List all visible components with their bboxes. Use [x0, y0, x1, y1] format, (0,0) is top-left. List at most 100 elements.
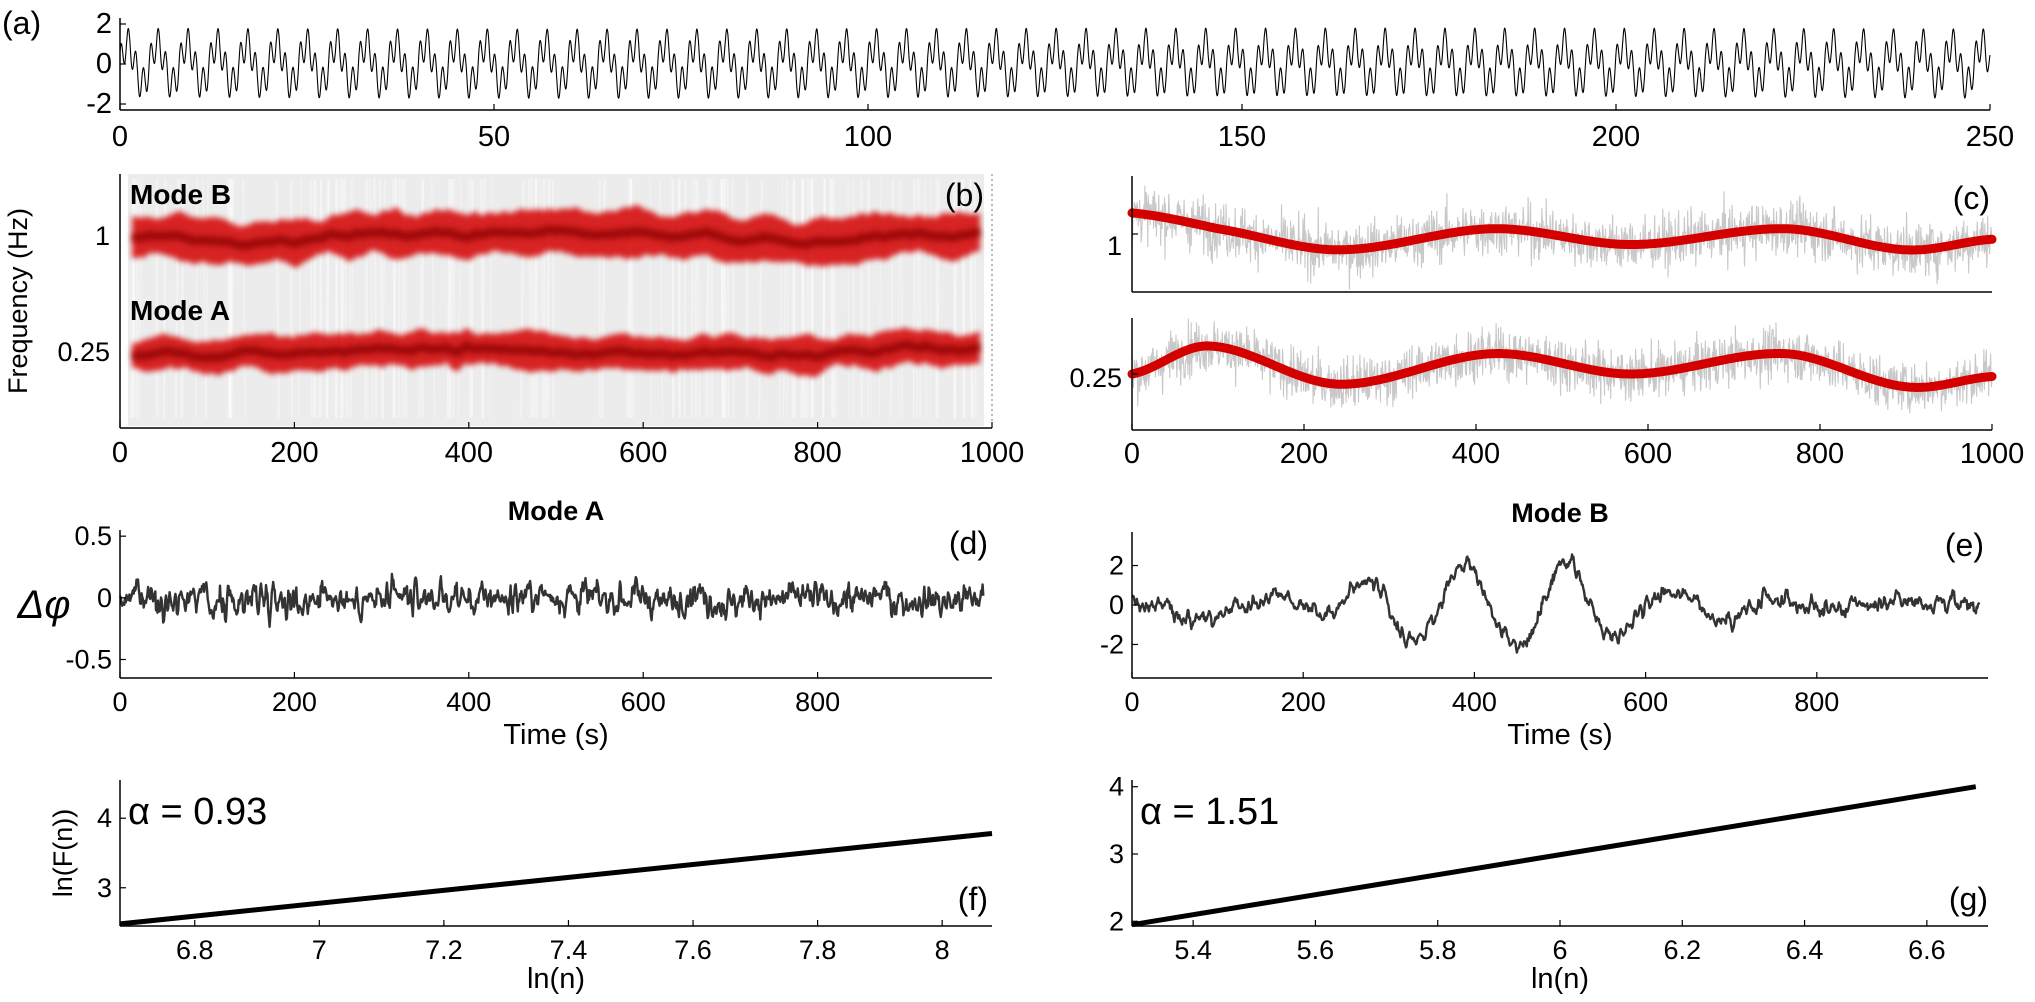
- y-axis-label: Δφ: [17, 583, 71, 627]
- spectrogram-streak: [726, 178, 730, 419]
- spectrogram-streak: [829, 178, 834, 419]
- x-axis-label: Time (s): [1507, 719, 1612, 751]
- x-axis-label: Time (s): [503, 719, 608, 751]
- x-tick-label: 5.8: [1419, 935, 1457, 965]
- y-tick-label: 4: [97, 803, 112, 833]
- spectrogram-streak: [227, 178, 233, 419]
- spectrogram-streak: [242, 178, 246, 419]
- x-tick-label: 7.8: [799, 935, 837, 965]
- x-tick-label: 200: [1592, 121, 1640, 153]
- spectrogram-streak: [229, 178, 235, 419]
- spectrogram-streak: [793, 178, 796, 419]
- x-tick-label: 0: [112, 121, 128, 153]
- spectrogram-streak: [298, 178, 302, 419]
- y-tick-label: 3: [97, 873, 112, 903]
- x-tick-label: 1000: [1960, 438, 2025, 470]
- spectrogram-streak: [918, 178, 922, 419]
- x-tick-label: 600: [619, 437, 667, 469]
- spectrogram-streak: [791, 178, 796, 419]
- raw-frequency-line: [1131, 318, 1993, 414]
- x-tick-label: 1000: [960, 437, 1025, 469]
- x-tick-label: 400: [1452, 438, 1500, 470]
- x-axis-label: ln(n): [1531, 963, 1589, 995]
- phase-difference-line: [1131, 553, 1981, 654]
- x-tick-label: 7.2: [425, 935, 463, 965]
- x-tick-label: 6.6: [1908, 935, 1946, 965]
- spectrogram-streak: [226, 178, 231, 419]
- ridge-core: [131, 225, 981, 251]
- signal-line: [119, 27, 1991, 99]
- y-tick-label: 0: [97, 583, 112, 613]
- x-tick-label: 200: [272, 687, 317, 717]
- x-tick-label: 6.8: [176, 935, 214, 965]
- spectrogram-streak: [801, 178, 807, 419]
- panel-label-b: (b): [945, 177, 984, 213]
- x-tick-label: 6.2: [1664, 935, 1702, 965]
- spectrogram-streak: [800, 178, 805, 419]
- x-tick-label: 200: [270, 437, 318, 469]
- spectrogram-streak: [806, 178, 810, 419]
- panel-label-a: (a): [2, 5, 41, 41]
- x-tick-label: 600: [1624, 438, 1672, 470]
- scaling-exponent-label: α = 0.93: [128, 791, 267, 833]
- y-tick-label: -0.5: [65, 645, 112, 675]
- x-tick-label: 200: [1280, 438, 1328, 470]
- y-tick-label: 3: [1109, 839, 1124, 869]
- y-tick-label: 0.25: [1069, 363, 1122, 393]
- y-tick-label: 4: [1109, 772, 1124, 802]
- x-tick-label: 6: [1552, 935, 1567, 965]
- panel-label-f: (f): [958, 881, 988, 917]
- y-tick-label: 0: [1109, 590, 1124, 620]
- x-tick-label: 0: [1124, 687, 1139, 717]
- panel-label-d: (d): [949, 525, 988, 561]
- x-tick-label: 8: [935, 935, 950, 965]
- x-tick-label: 400: [445, 437, 493, 469]
- scaling-exponent-label: α = 1.51: [1140, 791, 1279, 833]
- spectrogram-streak: [822, 178, 826, 419]
- y-tick-label: 0.25: [57, 337, 110, 367]
- x-tick-label: 7: [312, 935, 327, 965]
- panel-a: 0 50 100 150 200 250-202(a): [2, 5, 2014, 153]
- subplot-c2: 0.25 0 200 400 600 800 1000: [1069, 318, 2024, 470]
- spectrogram-streak: [318, 178, 322, 419]
- spectrogram-streak: [309, 178, 313, 419]
- x-tick-label: 600: [1623, 687, 1668, 717]
- spectrogram-streak: [335, 178, 339, 419]
- panel-c: 1 0.25 0 200 400 600 800 1000 (c): [1069, 176, 2024, 470]
- y-axis-label: ln(F(n)): [48, 809, 78, 898]
- panel-b: Mode B Mode A 0 200 400 600 800 1000 1 0.25 Freque…: [3, 174, 1024, 469]
- panel-label-c: (c): [1953, 180, 1990, 216]
- panel-label-g: (g): [1949, 881, 1988, 917]
- spectrogram-streak: [811, 178, 815, 419]
- spectrogram-streak: [897, 178, 900, 419]
- x-tick-label: 0: [112, 437, 128, 469]
- ridge-label: Mode B: [130, 179, 231, 210]
- x-tick-label: 7.6: [674, 935, 712, 965]
- x-tick-label: 100: [844, 121, 892, 153]
- smoothed-frequency-line: [1127, 208, 1997, 255]
- x-tick-label: 800: [1796, 438, 1844, 470]
- x-tick-label: 7.4: [550, 935, 588, 965]
- x-tick-label: 0: [112, 687, 127, 717]
- spectrogram-streak: [671, 178, 674, 419]
- ridge-label: Mode A: [130, 295, 230, 326]
- x-tick-label: 5.4: [1174, 935, 1212, 965]
- x-tick-label: 0: [1124, 438, 1140, 470]
- x-tick-label: 200: [1281, 687, 1326, 717]
- x-tick-label: 800: [795, 687, 840, 717]
- y-tick-label: 1: [95, 221, 110, 251]
- subplot-c1: 1: [1107, 176, 1997, 293]
- x-tick-label: 250: [1966, 121, 2014, 153]
- spectrogram-streak: [800, 178, 805, 419]
- panel-f: 6.8 7 7.2 7.4 7.6 7.8 8 3 4 α = 0.93 ln(n) ln(F(n))…: [48, 780, 993, 995]
- spectrogram-streak: [782, 178, 788, 419]
- y-tick-label: 2: [1109, 551, 1124, 581]
- raw-frequency-line: [1131, 185, 1993, 290]
- x-tick-label: 800: [1794, 687, 1839, 717]
- y-tick-label: 2: [1109, 906, 1124, 936]
- panel-g: 5.4 5.6 5.8 6 6.2 6.4 6.6 2 3 4 α = 1.51 ln(n) (g): [1109, 772, 1988, 995]
- x-tick-label: 150: [1218, 121, 1266, 153]
- x-tick-label: 5.6: [1297, 935, 1335, 965]
